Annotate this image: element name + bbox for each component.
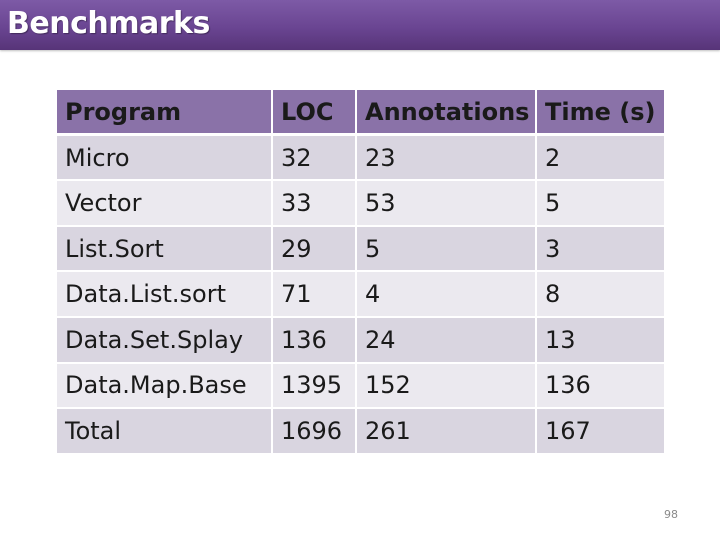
header-time: Time (s) [535,88,666,137]
cell-loc: 1696 [271,407,357,455]
cell-time: 3 [535,224,666,273]
cell-program: Data.Set.Splay [55,315,273,364]
title-bar: Benchmarks [0,0,720,50]
cell-loc: 32 [271,133,357,182]
cell-time: 167 [535,407,666,455]
cell-annotations: 24 [355,315,537,364]
slide-title: Benchmarks [7,6,210,41]
cell-time: 8 [535,270,666,318]
cell-program: Total [55,407,273,455]
cell-time: 13 [535,315,666,364]
cell-annotations: 23 [355,133,537,182]
cell-time: 2 [535,133,666,182]
header-program: Program [55,88,273,137]
benchmark-table: Program LOC Annotations Time (s) Micro 3… [55,88,666,455]
table-header-row: Program LOC Annotations Time (s) [55,88,666,137]
table-row: Data.Map.Base 1395 152 136 [55,361,666,410]
cell-loc: 33 [271,179,357,227]
header-loc: LOC [271,88,357,137]
table-row-total: Total 1696 261 167 [55,407,666,455]
cell-annotations: 152 [355,361,537,410]
cell-annotations: 53 [355,179,537,227]
cell-annotations: 261 [355,407,537,455]
cell-program: List.Sort [55,224,273,273]
cell-time: 5 [535,179,666,227]
cell-time: 136 [535,361,666,410]
cell-annotations: 4 [355,270,537,318]
cell-annotations: 5 [355,224,537,273]
table-row: Vector 33 53 5 [55,179,666,227]
table-row: Data.List.sort 71 4 8 [55,270,666,318]
cell-program: Micro [55,133,273,182]
header-annotations: Annotations [355,88,537,137]
cell-program: Vector [55,179,273,227]
cell-loc: 71 [271,270,357,318]
cell-program: Data.Map.Base [55,361,273,410]
cell-program: Data.List.sort [55,270,273,318]
cell-loc: 29 [271,224,357,273]
table-row: Data.Set.Splay 136 24 13 [55,315,666,364]
page-number: 98 [664,508,678,521]
cell-loc: 136 [271,315,357,364]
cell-loc: 1395 [271,361,357,410]
table-row: List.Sort 29 5 3 [55,224,666,273]
table-row: Micro 32 23 2 [55,133,666,182]
